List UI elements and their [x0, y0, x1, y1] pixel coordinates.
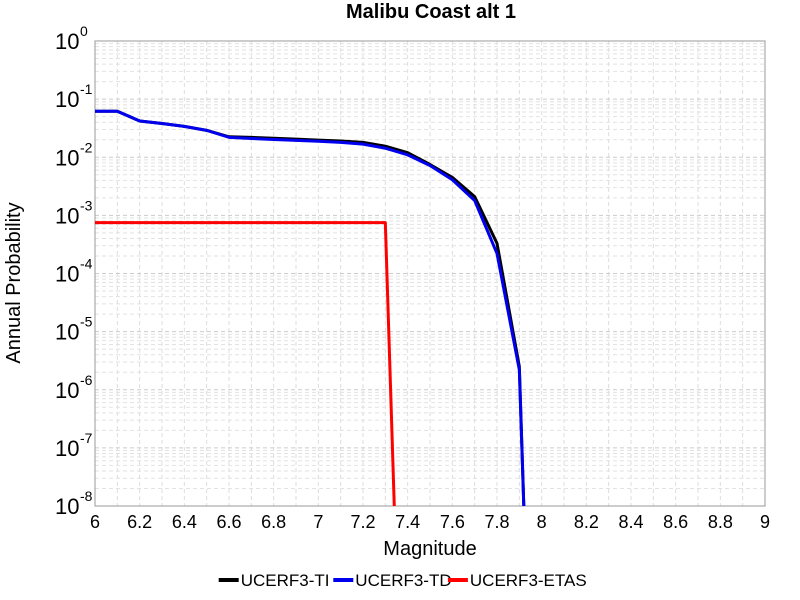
x-tick-label: 6.2 [127, 512, 152, 532]
y-tick-label: 10 [55, 494, 79, 519]
x-tick-label: 6.8 [261, 512, 286, 532]
x-tick-label: 8.6 [663, 512, 688, 532]
x-tick-label: 7.6 [440, 512, 465, 532]
legend-label: UCERF3-TD [355, 571, 451, 590]
y-tick-exponent: -1 [80, 81, 93, 97]
x-tick-label: 8.4 [618, 512, 643, 532]
y-tick-exponent: -7 [80, 430, 93, 446]
y-tick-exponent: -3 [80, 197, 93, 213]
grid [95, 41, 765, 506]
x-tick-label: 9 [760, 512, 770, 532]
x-tick-label: 8.2 [574, 512, 599, 532]
x-tick-label: 6.6 [216, 512, 241, 532]
y-tick-exponent: -8 [80, 488, 93, 504]
x-axis-label: Magnitude [383, 538, 476, 560]
y-axis-label: Annual Probability [3, 202, 25, 363]
x-tick-label: 7.2 [350, 512, 375, 532]
legend: UCERF3-TI UCERF3-TD UCERF3-ETAS [218, 571, 587, 590]
y-tick-exponent: -4 [80, 256, 93, 272]
series-line-ucerf3-td [95, 109, 526, 507]
y-tick-exponent: -6 [80, 372, 93, 388]
y-tick-exponent: -5 [80, 314, 93, 330]
y-tick-label: 10 [55, 436, 79, 461]
x-tick-label: 6.4 [172, 512, 197, 532]
series-layer [95, 109, 526, 507]
x-tick-label: 7.4 [395, 512, 420, 532]
y-tick-label: 10 [55, 320, 79, 345]
x-tick-labels: 6 6.2 6.4 6.6 6.8 7 7.2 7.4 7.6 7.8 8 8.2 8.4 8.6 8.8 9 [90, 512, 770, 532]
y-tick-label: 10 [55, 29, 79, 54]
y-tick-exponent: -2 [80, 139, 93, 155]
x-tick-label: 8.8 [708, 512, 733, 532]
y-tick-label: 10 [55, 145, 79, 170]
x-tick-label: 7 [313, 512, 323, 532]
y-tick-exponent: 0 [80, 23, 88, 39]
x-tick-label: 7.8 [484, 512, 509, 532]
series-line-ucerf3-etas [95, 221, 396, 507]
plot-border [94, 40, 766, 507]
y-tick-label: 10 [55, 378, 79, 403]
chart-title: Malibu Coast alt 1 [346, 1, 516, 23]
y-tick-label: 10 [55, 87, 79, 112]
x-tick-label: 6 [90, 512, 100, 532]
x-tick-label: 8 [537, 512, 547, 532]
y-tick-label: 10 [55, 203, 79, 228]
y-tick-label: 10 [55, 262, 79, 287]
legend-label: UCERF3-ETAS [470, 571, 587, 590]
legend-label: UCERF3-TI [241, 571, 330, 590]
